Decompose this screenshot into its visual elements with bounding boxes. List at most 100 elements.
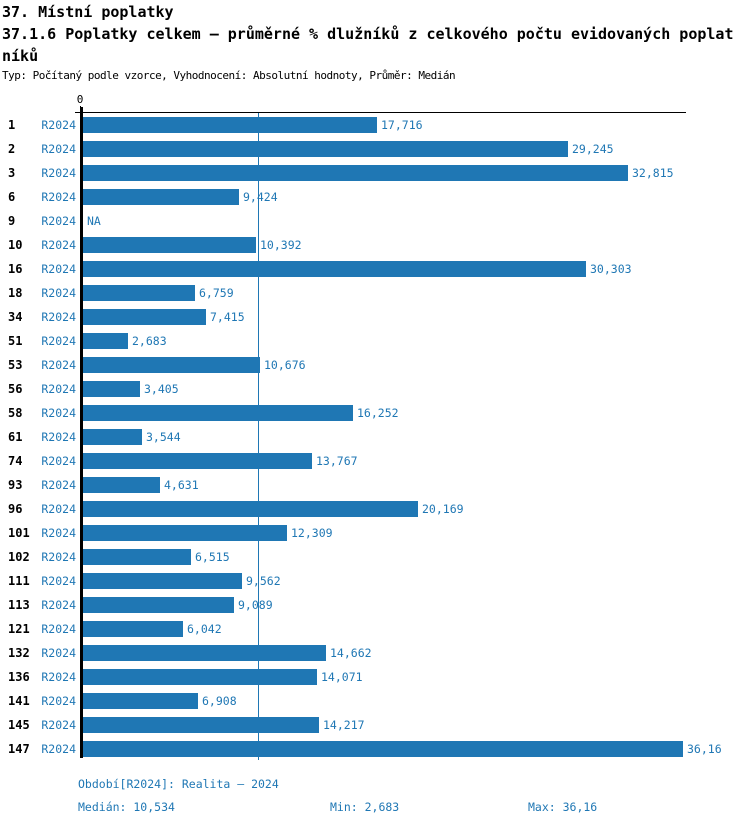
chart-row: 53 R2024 10,676 [0,353,750,377]
chart-row: 61 R2024 3,544 [0,425,750,449]
bar-track: 6,042 [83,621,750,637]
footer-min-stat: Min: 2,683 [330,800,400,814]
chart-row: 1 R2024 17,716 [0,113,750,137]
row-period-label: R2024 [41,166,76,180]
bar [83,333,128,349]
row-period-label: R2024 [41,646,76,660]
row-period-label: R2024 [41,598,76,612]
bar-track: 3,405 [83,381,750,397]
bar-value-label: 16,252 [357,406,399,420]
chart-row: 51 R2024 2,683 [0,329,750,353]
median-reference-line [258,113,259,760]
chart-row: 2 R2024 29,245 [0,137,750,161]
bar [83,237,256,253]
chart-row: 113 R2024 9,089 [0,593,750,617]
row-period-label: R2024 [41,358,76,372]
row-category-label: 147 [8,742,30,756]
bar-track: 16,252 [83,405,750,421]
bar-track: 3,544 [83,429,750,445]
chart-row: 101 R2024 12,309 [0,521,750,545]
bar-value-label: 20,169 [422,502,464,516]
row-period-label: R2024 [41,454,76,468]
row-period-label: R2024 [41,334,76,348]
chart-row: 136 R2024 14,071 [0,665,750,689]
bar-value-label: 12,309 [291,526,333,540]
chart-row: 6 R2024 9,424 [0,185,750,209]
chart-row: 96 R2024 20,169 [0,497,750,521]
bar [83,189,239,205]
bar-value-label: 10,392 [260,238,302,252]
row-period-label: R2024 [41,478,76,492]
bar-track: 20,169 [83,501,750,517]
chart-row: 34 R2024 7,415 [0,305,750,329]
row-period-label: R2024 [41,190,76,204]
bar [83,717,319,733]
bar-value-label: 13,767 [316,454,358,468]
row-category-label: 1 [8,118,16,132]
row-category-label: 53 [8,358,23,372]
chart-row: 132 R2024 14,662 [0,641,750,665]
bar [83,501,418,517]
bar-track: 4,631 [83,477,750,493]
chart-row: 111 R2024 9,562 [0,569,750,593]
footer-median-stat: Medián: 10,534 [78,800,175,814]
bar-track: 32,815 [83,165,750,181]
row-category-label: 96 [8,502,23,516]
row-category-label: 101 [8,526,30,540]
row-category-label: 6 [8,190,16,204]
bar [83,357,260,373]
bar-value-label: 9,089 [238,598,273,612]
chart-row: 74 R2024 13,767 [0,449,750,473]
bar [83,405,353,421]
bar-track: 2,683 [83,333,750,349]
row-period-label: R2024 [41,670,76,684]
row-period-label: R2024 [41,622,76,636]
row-category-label: 145 [8,718,30,732]
bar [83,141,568,157]
bar-track: 36,16 [83,741,750,757]
footer-period-info: Období[R2024]: Realita – 2024 [78,777,279,791]
bar [83,261,586,277]
bar-value-label: 14,662 [330,646,372,660]
row-category-label: 113 [8,598,30,612]
row-period-label: R2024 [41,526,76,540]
bar [83,645,326,661]
bar-value-label: 10,676 [264,358,306,372]
bar-value-label: 29,245 [572,142,614,156]
chart-row: 93 R2024 4,631 [0,473,750,497]
bar-value-label: 6,908 [202,694,237,708]
row-period-label: R2024 [41,142,76,156]
bar-track: 14,662 [83,645,750,661]
chart-row: 147 R2024 36,16 [0,737,750,761]
row-period-label: R2024 [41,382,76,396]
chart-row: 58 R2024 16,252 [0,401,750,425]
row-category-label: 51 [8,334,23,348]
row-category-label: 121 [8,622,30,636]
row-category-label: 136 [8,670,30,684]
row-period-label: R2024 [41,238,76,252]
bar-value-label: 3,544 [146,430,181,444]
row-category-label: 141 [8,694,30,708]
bar-value-label: 2,683 [132,334,167,348]
bar [83,573,242,589]
page-title: 37. Místní poplatky [2,3,174,21]
chart-subtitle-line1: 37.1.6 Poplatky celkem – průměrné % dluž… [2,25,734,43]
row-period-label: R2024 [41,214,76,228]
bar-value-label: 32,815 [632,166,674,180]
row-category-label: 74 [8,454,23,468]
bar [83,309,206,325]
bar-track: 10,676 [83,357,750,373]
row-category-label: 58 [8,406,23,420]
row-category-label: 61 [8,430,23,444]
chart-row: 145 R2024 14,217 [0,713,750,737]
bar-value-label: 30,303 [590,262,632,276]
bar-value-label: 9,562 [246,574,281,588]
row-period-label: R2024 [41,286,76,300]
bar [83,429,142,445]
bar-value-label: 17,716 [381,118,423,132]
row-category-label: 56 [8,382,23,396]
bar-value-label: 14,217 [323,718,365,732]
bar-track: 13,767 [83,453,750,469]
row-period-label: R2024 [41,310,76,324]
